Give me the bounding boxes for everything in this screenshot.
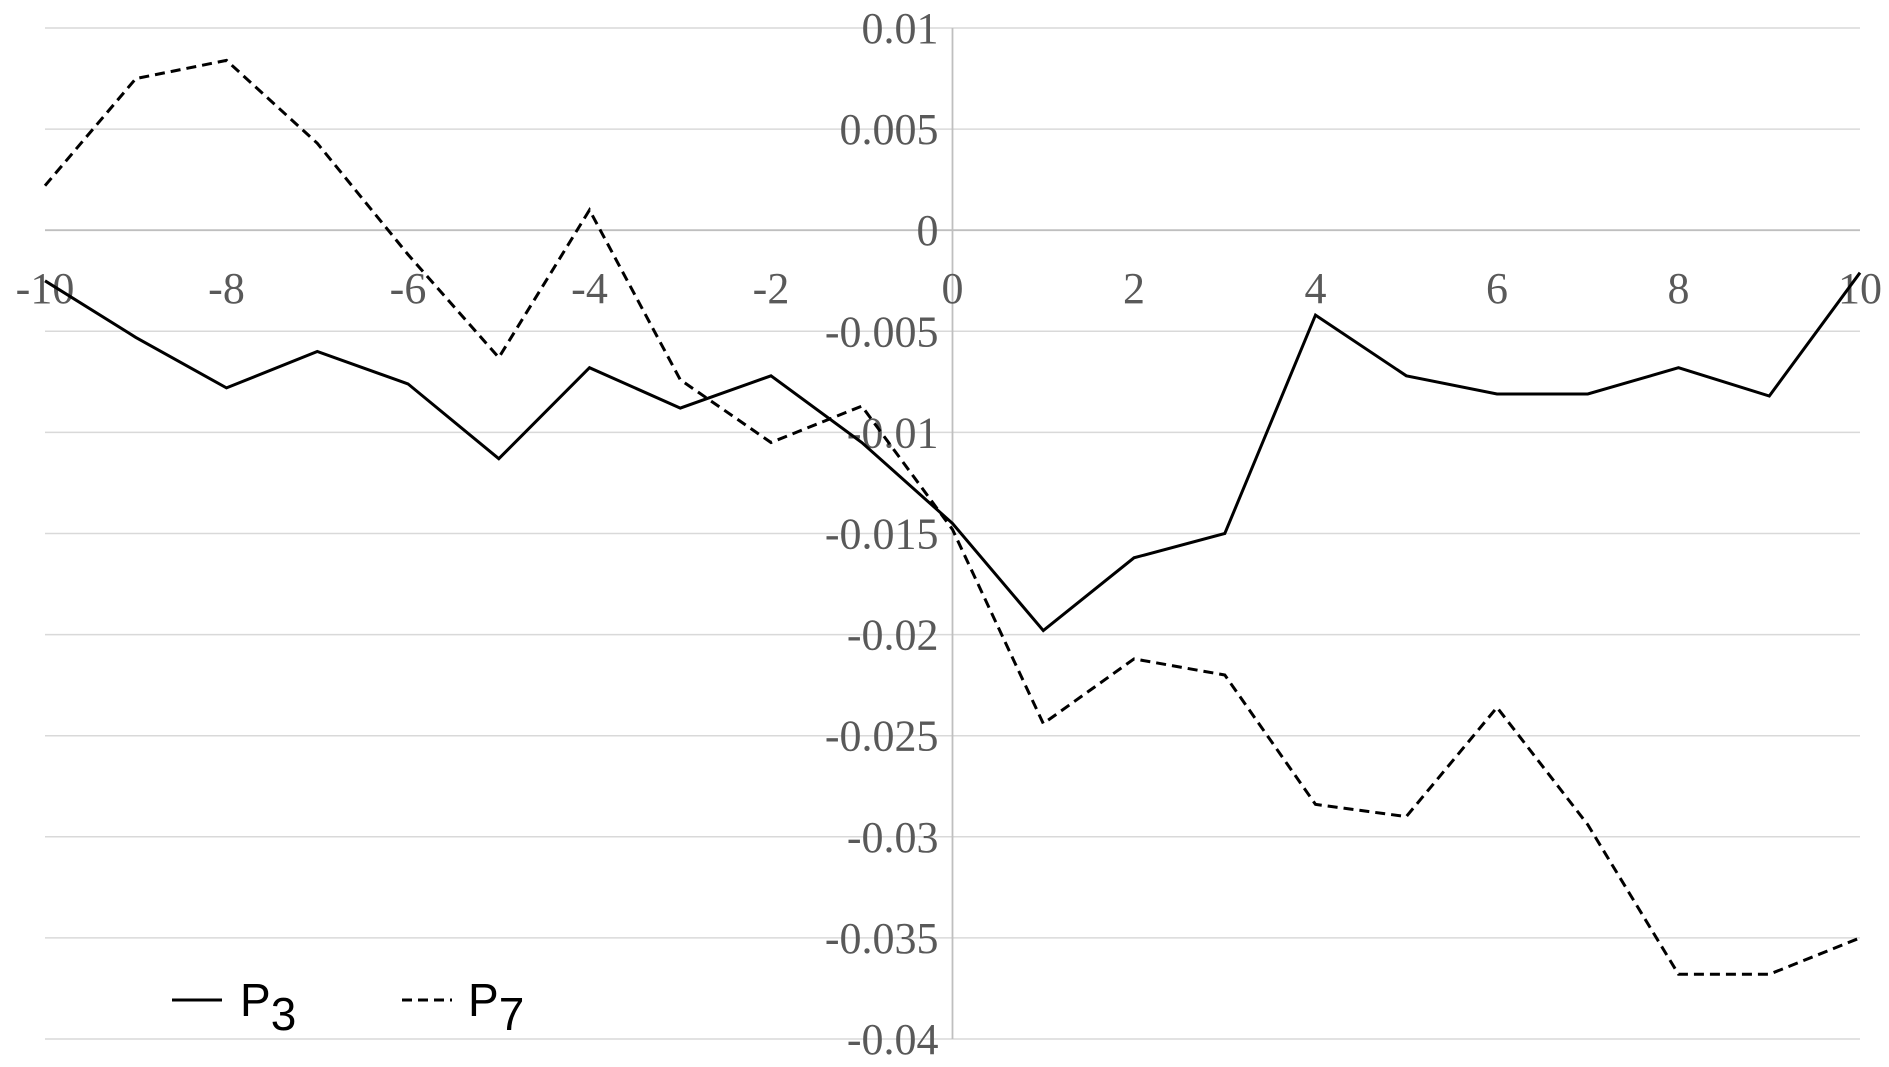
y-tick-label: -0.01: [847, 408, 939, 457]
x-tick-label: 8: [1668, 264, 1690, 313]
x-tick-labels: -10 -8 -6 -4 -2 0 2 4 6 8 10: [16, 264, 1882, 313]
x-tick-label: 2: [1123, 264, 1145, 313]
legend: P3 P7: [172, 974, 524, 1040]
y-tick-label: -0.03: [847, 813, 939, 862]
x-tick-label: 10: [1838, 264, 1882, 313]
legend-item-p7: P7: [402, 974, 524, 1040]
x-tick-label: -8: [208, 264, 245, 313]
legend-label: P3: [240, 974, 296, 1040]
x-tick-label: -4: [571, 264, 608, 313]
y-tick-label: 0.005: [840, 105, 939, 154]
series-line-p7: [43, 58, 1861, 976]
x-tick-label: 6: [1486, 264, 1508, 313]
y-tick-label: -0.025: [825, 712, 939, 761]
legend-label: P7: [468, 974, 524, 1040]
x-tick-label: 0: [942, 264, 964, 313]
x-tick-label: -10: [16, 264, 75, 313]
x-tick-label: -2: [753, 264, 790, 313]
y-tick-label: 0.01: [862, 4, 939, 53]
y-tick-label: -0.02: [847, 611, 939, 660]
y-tick-label: -0.035: [825, 914, 939, 963]
legend-item-p3: P3: [172, 974, 296, 1040]
series-line-p3: [44, 271, 1862, 633]
series-lines: [43, 58, 1862, 976]
y-tick-label: 0: [917, 206, 939, 255]
axes: [45, 28, 1860, 1039]
x-tick-label: -6: [390, 264, 427, 313]
x-tick-label: 4: [1305, 264, 1327, 313]
legend-label-subscript: 3: [271, 988, 297, 1040]
y-tick-label: -0.04: [847, 1015, 939, 1062]
y-tick-label: -0.015: [825, 510, 939, 559]
y-tick-labels: 0.01 0.005 0 -0.005 -0.01 -0.015 -0.02 -0.025 -0…: [825, 4, 939, 1064]
legend-label-subscript: 7: [499, 988, 525, 1040]
y-tick-label: -0.005: [825, 307, 939, 356]
